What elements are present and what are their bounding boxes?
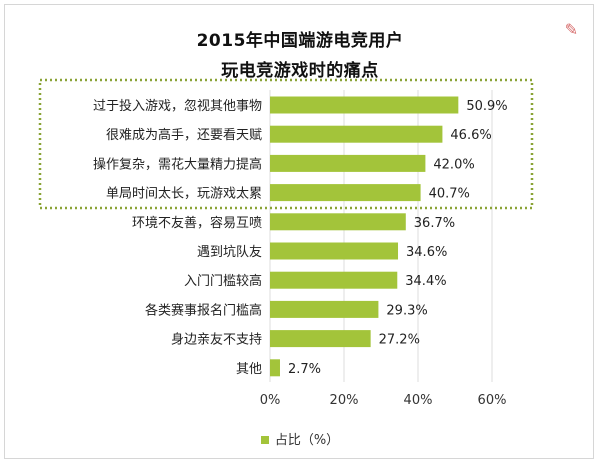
category-label: 环境不友善，容易互喷 [132, 215, 262, 231]
chart-title: 2015年中国端游电竞用户 [196, 31, 404, 51]
bar [270, 96, 459, 114]
value-label: 50.9% [466, 99, 507, 114]
category-label: 其他 [236, 362, 262, 377]
bar [270, 359, 280, 377]
x-tick-label: 0% [260, 393, 281, 408]
category-label: 入门门槛较高 [184, 273, 262, 289]
highlight-box [38, 78, 534, 210]
category-label: 单局时间太长，玩游戏太累 [106, 187, 262, 202]
bar [270, 330, 371, 348]
value-label: 34.4% [405, 274, 446, 289]
bar [270, 213, 406, 231]
value-label: 34.6% [406, 245, 447, 260]
value-label: 36.7% [414, 216, 455, 231]
watermark-icon: ✎ [564, 20, 578, 39]
category-label: 很难成为高手，还要看天赋 [106, 127, 262, 143]
x-tick-label: 20% [330, 393, 359, 408]
category-label: 过于投入游戏，忽视其他事物 [93, 98, 262, 114]
legend: 占比（%） [0, 429, 600, 448]
bar [270, 125, 443, 143]
bar [270, 184, 421, 202]
value-label: 27.2% [379, 333, 420, 348]
category-label: 遇到坑队友 [197, 244, 262, 260]
bar [270, 154, 426, 172]
value-label: 46.6% [450, 128, 491, 143]
legend-label: 占比（%） [274, 433, 340, 448]
value-label: 29.3% [386, 303, 427, 318]
x-tick-label: 40% [404, 393, 433, 408]
category-label: 各类赛事报名门槛高 [145, 302, 262, 318]
value-label: 40.7% [429, 187, 470, 202]
value-label: 2.7% [288, 362, 321, 377]
legend-swatch [260, 435, 269, 444]
chart-subtitle: 玩电竞游戏时的痛点 [221, 61, 379, 81]
value-label: 42.0% [433, 157, 474, 172]
bar [270, 271, 398, 289]
x-tick-label: 60% [478, 393, 507, 408]
category-label: 身边亲友不支持 [171, 332, 262, 348]
bar [270, 300, 379, 318]
bar [270, 242, 399, 260]
category-label: 操作复杂，需花大量精力提高 [93, 156, 262, 172]
